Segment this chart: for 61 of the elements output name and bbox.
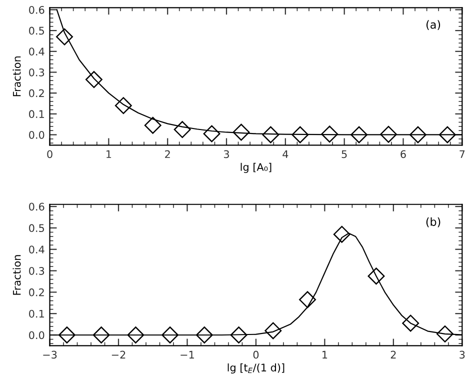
y-axis-title: Fraction [12, 255, 21, 295]
x-tick-label: 0 [253, 350, 259, 359]
x-tick-label: 2 [390, 350, 396, 358]
point [438, 126, 456, 144]
point [162, 326, 179, 344]
point [144, 116, 162, 134]
point [114, 97, 132, 114]
x-tick-label: 3 [224, 150, 229, 158]
point [299, 291, 316, 308]
y-axis-title: Fraction [12, 56, 21, 96]
x-tick-label: 2 [165, 150, 170, 158]
y-tick-label: 0.0 [29, 130, 44, 139]
annotation: (b) [426, 217, 440, 228]
y-tick-label: 0.1 [29, 110, 44, 118]
x-tick-label: 6 [400, 150, 406, 158]
point [402, 314, 420, 332]
y-tick-label: 0.0 [29, 331, 44, 340]
x-tick-label: 7 [460, 150, 465, 158]
y-tick-label: 0.6 [29, 202, 44, 211]
x-tick-label: 0 [47, 150, 52, 158]
x-tick-label: 4 [282, 150, 288, 158]
point [321, 126, 338, 143]
x-tick-label: 1 [106, 150, 112, 158]
point [56, 28, 73, 46]
annotation: (a) [426, 20, 440, 30]
point [380, 126, 397, 143]
point [333, 226, 350, 243]
point [230, 326, 248, 344]
y-tick-label: 0.5 [29, 26, 44, 35]
point [58, 326, 76, 344]
y-tick-label: 0.1 [29, 310, 44, 318]
point [368, 268, 385, 285]
y-tick-label: 0.3 [29, 266, 44, 275]
y-tick-label: 0.3 [29, 68, 44, 76]
point [203, 125, 220, 142]
point [127, 326, 144, 344]
x-tick-label: 1 [322, 350, 328, 358]
y-tick-label: 0.6 [29, 6, 44, 14]
point [85, 71, 102, 88]
point [92, 326, 110, 344]
x-tick-label: 5 [342, 150, 347, 158]
point [436, 325, 454, 342]
y-tick-label: 0.4 [29, 48, 44, 56]
x-tick-label: −2 [112, 350, 126, 358]
y-tick-label: 0.4 [29, 246, 44, 254]
point [232, 124, 250, 141]
y-tick-label: 0.2 [29, 89, 44, 98]
x-tick-label: −3 [43, 350, 57, 359]
x-axis-title: lg [t$_{E}$/(1 d)] [228, 363, 284, 374]
point [350, 126, 368, 144]
y-tick-label: 0.5 [29, 224, 44, 232]
point [292, 126, 309, 144]
point [409, 126, 426, 144]
point [262, 126, 280, 144]
point [174, 121, 191, 138]
y-tick-label: 0.2 [29, 288, 44, 296]
x-axis-title: lg [A₀] [240, 162, 272, 173]
x-tick-label: −1 [180, 350, 194, 358]
point [196, 326, 213, 344]
x-tick-label: 3 [460, 350, 465, 359]
point [264, 322, 282, 340]
